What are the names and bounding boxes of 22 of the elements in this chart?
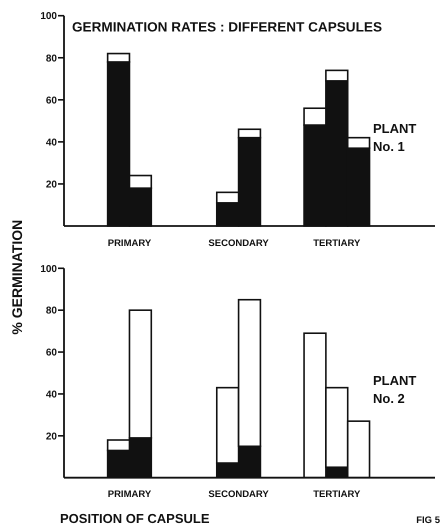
- y-tick-label: 80: [46, 306, 58, 317]
- text: TERTIARY: [313, 489, 362, 500]
- annotation: PLANT No. 1: [373, 120, 416, 154]
- text: SECONDARY: [208, 489, 270, 500]
- y-tick-label: 60: [46, 95, 58, 106]
- annotation: PLANT No. 2: [373, 373, 416, 406]
- caption: FIG 5: [416, 515, 441, 526]
- y-axis-title: % GERMINATION: [9, 220, 25, 335]
- y-tick-label: 40: [46, 389, 58, 400]
- y-tick-label: 20: [46, 179, 58, 190]
- chart-title: GERMINATION RATES : DIFFERENT CAPSULES: [72, 20, 382, 35]
- y-tick-label: 100: [40, 264, 58, 275]
- text: PRIMARY: [108, 238, 152, 249]
- x-axis-title: POSITION OF CAPSULE: [60, 511, 210, 526]
- y-tick-label: 80: [46, 53, 58, 64]
- text: PRIMARY: [108, 489, 152, 500]
- y-tick-label: 100: [40, 11, 58, 22]
- y-tick-label: 60: [46, 348, 58, 359]
- y-tick-label: 40: [46, 137, 58, 148]
- text: TERTIARY: [313, 238, 362, 249]
- y-tick-label: 20: [46, 431, 58, 442]
- text: SECONDARY: [208, 238, 270, 249]
